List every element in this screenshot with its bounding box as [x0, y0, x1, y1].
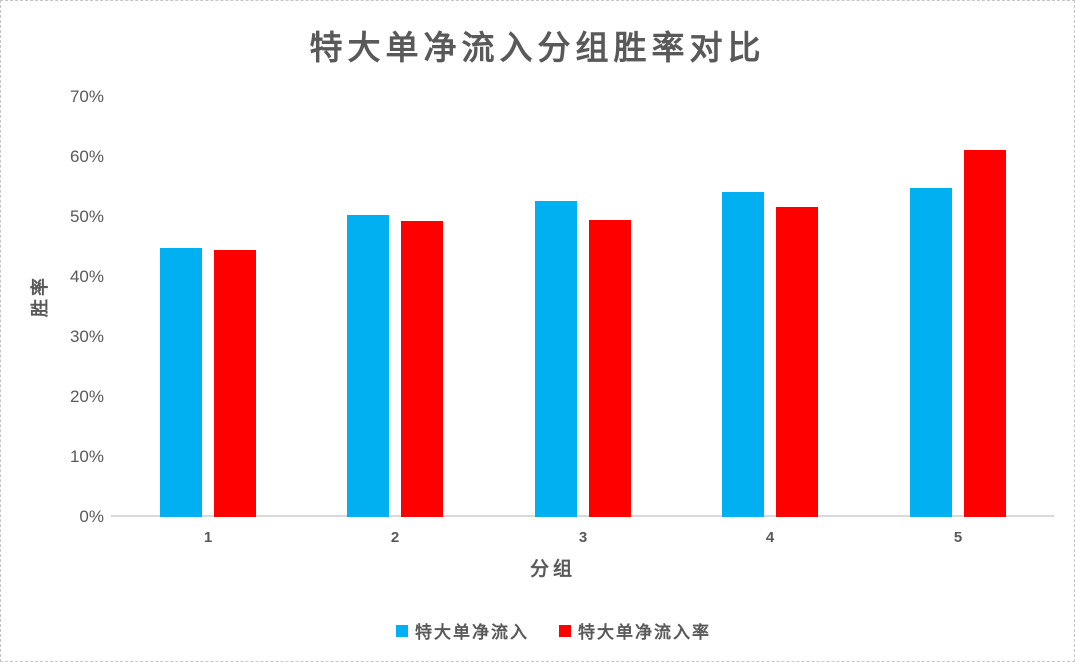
- chart-title: 特大单净流入分组胜率对比: [309, 28, 766, 67]
- bar-series1-cat1: [160, 248, 202, 517]
- bar-series1-cat5: [910, 188, 952, 517]
- y-axis-tick-label: 0%: [79, 506, 104, 526]
- y-axis-tick-label: 50%: [69, 206, 104, 226]
- legend-label: 特大单净流入: [415, 623, 529, 643]
- y-axis-tick-label: 20%: [69, 386, 104, 406]
- legend-item-series1: 特大单净流入: [396, 618, 529, 643]
- bar-series2-cat2: [401, 221, 443, 517]
- legend-swatch-icon: [396, 624, 408, 637]
- legend: 特大单净流入 特大单净流入率: [1, 618, 1074, 643]
- bar-series1-cat4: [722, 192, 764, 517]
- x-axis-tick-label: 1: [203, 529, 213, 546]
- legend-item-series2: 特大单净流入率: [559, 618, 711, 643]
- x-axis-line: [111, 515, 1054, 517]
- x-axis-tick-label: 5: [953, 529, 963, 546]
- y-axis-tick-label: 40%: [69, 266, 104, 286]
- bar-series2-cat1: [214, 250, 256, 517]
- bar-series2-cat3: [589, 220, 631, 517]
- bar-series2-cat5: [964, 150, 1006, 517]
- x-axis-tick-label: 4: [765, 529, 775, 546]
- x-axis-tick-label: 2: [390, 529, 400, 546]
- y-axis-tick-label: 10%: [69, 446, 104, 466]
- bar-series1-cat2: [347, 215, 389, 517]
- y-axis-tick-label: 30%: [69, 326, 104, 346]
- bar-series2-cat4: [776, 207, 818, 517]
- bar-series1-cat3: [535, 201, 577, 517]
- y-axis-tick-label: 70%: [69, 86, 104, 106]
- x-axis-tick-label: 3: [578, 529, 588, 546]
- x-axis-title: 分组: [529, 558, 577, 580]
- legend-swatch-icon: [559, 624, 571, 637]
- y-axis-tick-label: 60%: [69, 146, 104, 166]
- legend-label: 特大单净流入率: [578, 623, 711, 643]
